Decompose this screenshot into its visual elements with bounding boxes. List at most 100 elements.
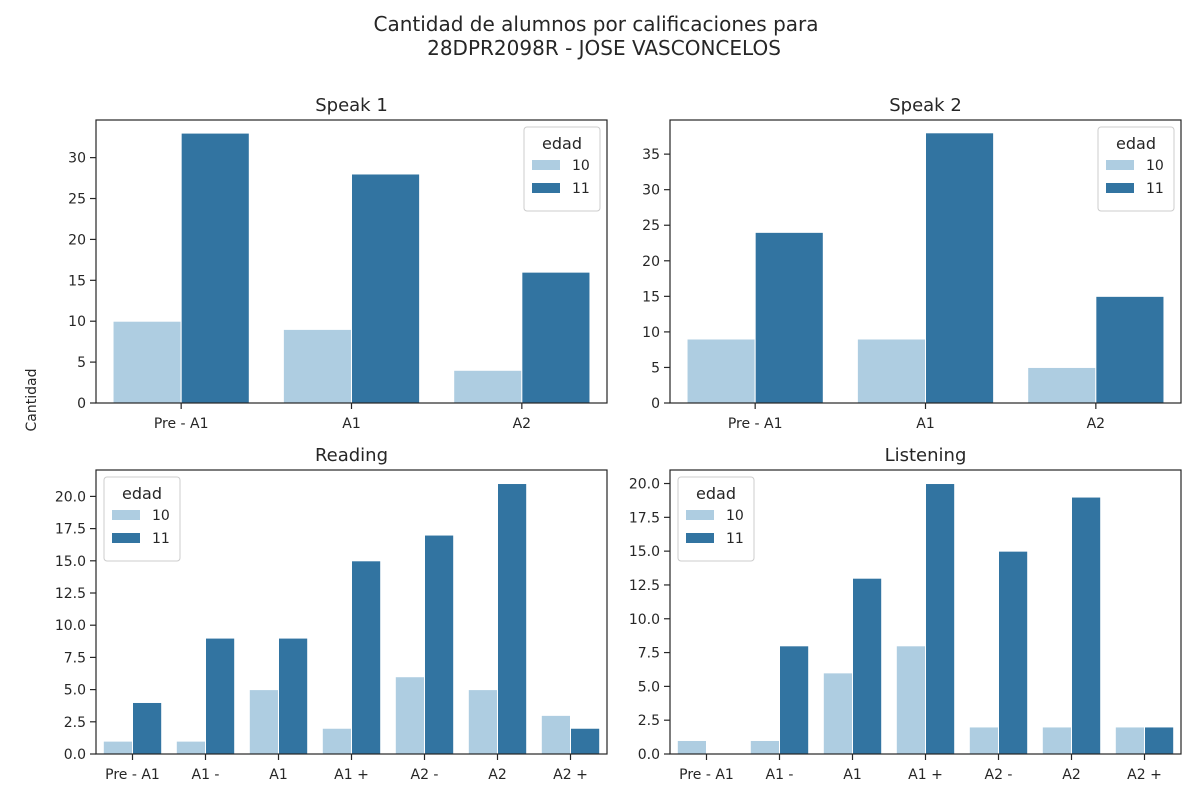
legend-swatch-11 [532,183,560,193]
y-tick-label: 0 [77,396,86,412]
x-tick-label: A2 [1062,767,1080,783]
y-tick-label: 15.0 [629,544,660,560]
y-tick-label: 0.0 [64,747,86,763]
bar-10-5 [968,726,999,755]
panel-title: Reading [315,445,388,466]
bar-10-2 [175,740,207,755]
y-tick-label: 15.0 [55,554,86,570]
bar-10-1 [112,320,182,404]
bar-11-6 [497,483,528,755]
legend-swatch-10 [1106,160,1134,170]
x-tick-label: A2 + [1127,767,1162,783]
bar-11-2 [205,637,236,755]
y-tick-label: 10 [68,314,86,330]
bar-10-6 [1041,726,1073,755]
bar-10-3 [1027,366,1097,404]
y-tick-label: 17.5 [55,522,86,538]
x-tick-label: Pre - A1 [105,767,160,783]
y-tick-label: 10 [642,325,660,341]
panel-title: Listening [885,445,967,466]
bar-10-1 [686,338,756,404]
bar-11-2 [351,173,421,404]
bar-10-1 [102,740,134,755]
legend-swatch-10 [532,160,560,170]
x-tick-label: A1 + [334,767,369,783]
x-tick-label: Pre - A1 [728,416,783,432]
legend-swatch-11 [1106,183,1134,193]
x-tick-label: A1 - [192,767,220,783]
y-tick-label: 15 [68,273,86,289]
legend-label-10: 10 [152,508,170,524]
y-tick-label: 25 [642,218,660,234]
bar-10-4 [895,645,926,755]
legend-title: edad [122,484,162,503]
bar-11-3 [1095,295,1165,404]
y-tick-label: 5 [651,360,660,376]
bar-11-2 [925,132,995,404]
legend-label-11: 11 [726,531,744,547]
y-tick-label: 15 [642,289,660,305]
bar-10-1 [676,739,707,755]
x-tick-label: A1 [342,416,360,432]
x-tick-label: A1 + [908,767,943,783]
legend-label-11: 11 [1146,181,1164,197]
x-tick-label: A1 - [766,767,794,783]
y-tick-label: 2.5 [64,715,86,731]
x-tick-label: Pre - A1 [679,767,734,783]
y-tick-label: 5.0 [638,679,660,695]
legend-label-11: 11 [572,181,590,197]
panel-title: Speak 2 [889,95,962,116]
y-tick-label: 20 [68,232,86,248]
legend: edad 10 11 [677,476,755,562]
bar-11-1 [132,701,163,755]
bar-11-1 [180,132,250,404]
bar-11-5 [424,534,455,755]
bar-11-3 [852,577,883,755]
bar-11-7 [570,727,601,755]
legend-title: edad [696,484,736,503]
y-tick-label: 5 [77,355,86,371]
y-tick-label: 20.0 [629,477,660,493]
legend-label-10: 10 [1146,158,1164,174]
legend-title: edad [542,134,582,153]
bar-11-5 [998,550,1029,755]
bar-10-2 [749,739,780,755]
bar-11-7 [1144,726,1175,755]
x-tick-label: A1 [269,767,287,783]
legend-swatch-10 [686,510,714,520]
legend: edad 10 11 [103,476,181,562]
x-tick-label: A2 + [553,767,588,783]
bar-11-3 [521,271,591,404]
x-tick-label: A2 - [411,767,439,783]
y-tick-label: 12.5 [55,586,86,602]
y-tick-label: 0 [651,396,660,412]
legend: edad 10 11 [1097,126,1175,212]
x-tick-label: A2 [513,416,531,432]
x-tick-label: A2 - [985,767,1013,783]
y-tick-label: 35 [642,147,660,163]
legend-title: edad [1116,134,1156,153]
chart-panel-3: 0.0 2.5 5.0 7.5 10.0 12.5 15.0 17.5 20.0 Pre - A1… [55,445,608,783]
y-tick-label: 25 [68,192,86,208]
y-tick-label: 10.0 [55,618,86,634]
x-tick-label: Pre - A1 [154,416,209,432]
legend-label-10: 10 [726,508,744,524]
y-tick-label: 12.5 [629,578,660,594]
figure-title-line-2: 28DPR2098R - JOSE VASCONCELOS [427,36,781,60]
bar-11-3 [278,637,309,755]
panel-title: Speak 1 [315,95,388,116]
x-tick-label: A1 [916,416,934,432]
legend-swatch-11 [112,533,140,543]
y-tick-label: 5.0 [64,683,86,699]
chart-panel-2: 0 5 10 15 20 25 30 35 Pre - A1 A1 A2 Speak 2 edad 10 1… [642,95,1182,432]
y-tick-label: 0.0 [638,747,660,763]
y-tick-label: 2.5 [638,713,660,729]
bar-10-3 [248,689,280,755]
bar-10-7 [540,714,571,755]
bar-10-7 [1114,726,1146,755]
bar-10-3 [453,369,523,404]
bar-10-6 [467,689,498,755]
bar-10-2 [282,328,352,404]
